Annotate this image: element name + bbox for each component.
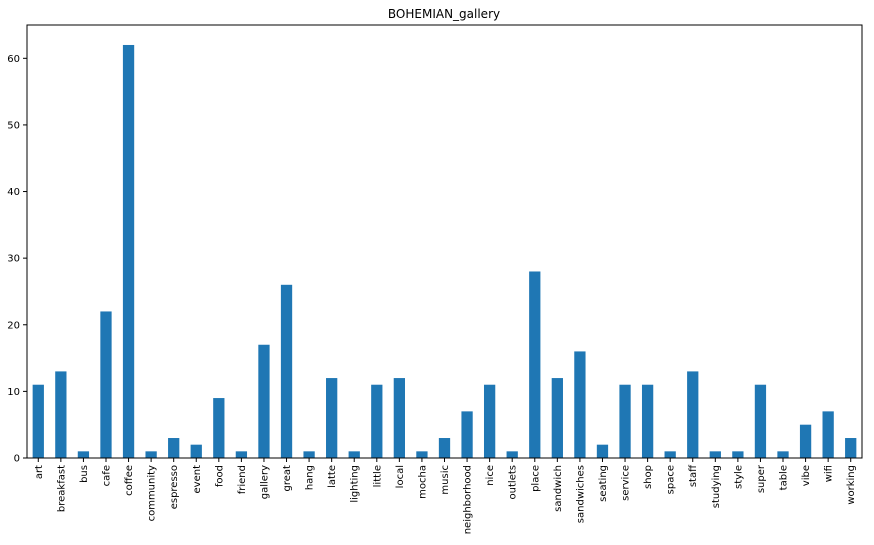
x-tick-label: local (395, 465, 406, 488)
x-tick-label: food (214, 465, 225, 487)
x-tick-label: working (846, 465, 857, 505)
bar-studying (709, 451, 721, 458)
y-tick-label: 30 (7, 254, 20, 265)
x-tick-label: cafe (101, 465, 112, 486)
x-tick-label: vibe (801, 465, 812, 486)
x-tick-label: mocha (417, 465, 428, 499)
bar-art (32, 384, 44, 458)
x-tick-label: staff (688, 464, 699, 487)
x-tick-label: service (621, 465, 632, 501)
bar-great (280, 284, 293, 458)
bar-vibe (799, 424, 812, 458)
x-tick-label: espresso (169, 465, 180, 509)
x-axis: art breakfast bus cafe coffee community espres… (34, 458, 857, 534)
x-tick-label: studying (711, 465, 722, 508)
bar-gallery (258, 344, 270, 458)
x-tick-label: super (756, 464, 767, 493)
x-tick-label: friend (237, 465, 248, 494)
x-tick-label: latte (327, 465, 338, 488)
x-tick-label: art (34, 465, 45, 479)
bar-seating (596, 444, 609, 458)
y-tick-label: 10 (7, 387, 20, 398)
bar-hang (303, 451, 315, 458)
x-tick-label: hang (305, 465, 316, 490)
x-tick-label: shop (643, 465, 654, 489)
x-tick-label: outlets (508, 465, 519, 499)
bar-local (393, 378, 405, 458)
bar-table (777, 451, 789, 458)
x-tick-label: coffee (124, 465, 135, 496)
bar-staff (687, 371, 699, 458)
x-tick-label: sandwich (553, 465, 564, 512)
x-tick-label: neighborhood (463, 465, 474, 534)
x-tick-label: music (440, 465, 451, 495)
bar-community (145, 451, 157, 458)
y-tick-label: 20 (7, 320, 20, 331)
x-tick-label: sandwiches (575, 465, 586, 523)
bar-mocha (416, 451, 428, 458)
plot-frame (26, 24, 863, 459)
bar-space (664, 451, 676, 458)
bar-little (371, 384, 383, 458)
bar-coffee (122, 44, 135, 458)
bar-sandwich (551, 378, 563, 458)
bar-shop (641, 384, 654, 458)
x-tick-label: table (779, 465, 790, 490)
bar-food (213, 398, 225, 458)
y-tick-label: 0 (14, 454, 20, 465)
bar-working (845, 438, 857, 458)
x-tick-label: little (372, 465, 383, 487)
x-tick-label: great (282, 465, 293, 492)
bar-nice (483, 384, 496, 458)
bar-event (190, 444, 202, 458)
bar-latte (326, 378, 338, 458)
y-tick-label: 40 (7, 187, 20, 198)
bar-place (529, 271, 541, 458)
x-tick-label: lighting (350, 465, 361, 503)
bar-neighborhood (461, 411, 473, 458)
x-tick-label: place (530, 465, 541, 492)
bar-friend (235, 451, 248, 458)
chart-title: BOHEMIAN_gallery (388, 7, 500, 21)
y-tick-label: 50 (7, 120, 20, 131)
plot-spines (26, 24, 863, 459)
bar-breakfast (55, 371, 67, 458)
bar-lighting (348, 451, 360, 458)
bar-outlets (506, 451, 518, 458)
x-tick-label: seating (598, 465, 609, 502)
bar-wifi (822, 411, 834, 458)
bar-cafe (100, 311, 112, 458)
x-tick-label: style (733, 465, 744, 489)
y-tick-label: 60 (7, 54, 20, 65)
x-tick-label: gallery (259, 465, 270, 499)
bar-music (438, 438, 451, 458)
bars-group (32, 44, 857, 458)
x-tick-label: event (192, 465, 203, 494)
x-tick-label: community (147, 465, 158, 521)
bar-bus (77, 451, 90, 458)
y-axis: 0 10 20 30 40 50 60 (7, 54, 27, 465)
bar-style (732, 451, 744, 458)
x-tick-label: breakfast (56, 465, 67, 512)
x-tick-label: bus (79, 465, 90, 483)
bar-service (619, 384, 631, 458)
x-tick-label: space (666, 465, 677, 494)
bar-sandwiches (574, 351, 586, 458)
bar-espresso (168, 438, 180, 458)
bar-super (754, 384, 767, 458)
x-tick-label: nice (485, 465, 496, 486)
x-tick-label: wifi (824, 465, 835, 482)
